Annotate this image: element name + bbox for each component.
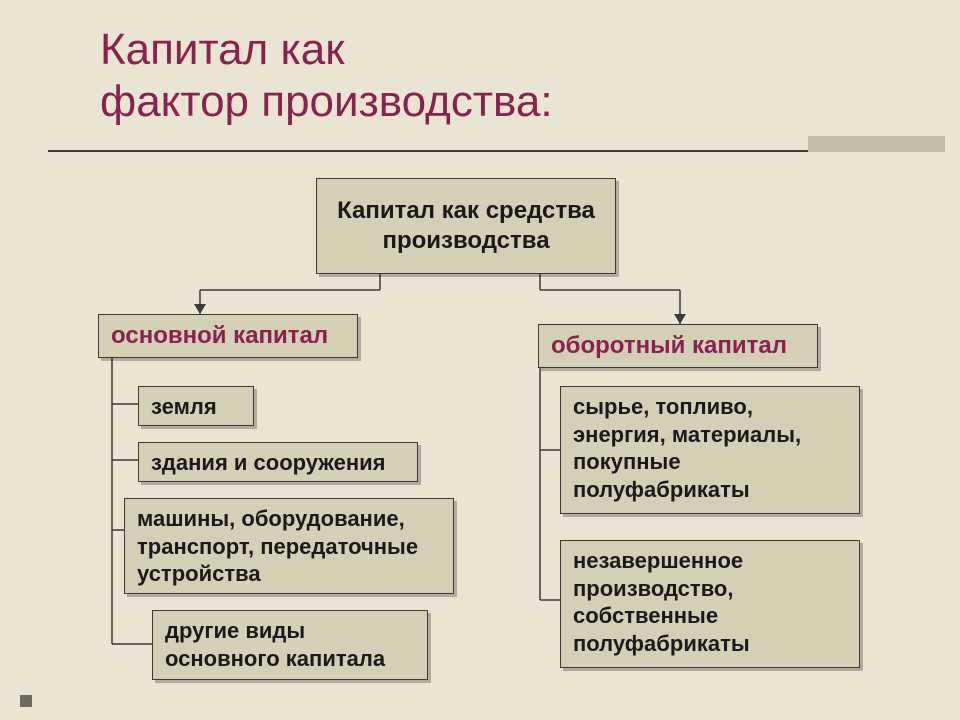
category-working: оборотный капитал xyxy=(538,324,818,368)
item-fixed-1: здания и сооружения xyxy=(138,442,418,482)
title-tab-shadow xyxy=(808,136,945,152)
item-working-1: незавершенное производство, собственные … xyxy=(560,540,860,668)
root-box: Капитал как средства производства xyxy=(316,178,616,274)
category-fixed: основной капитал xyxy=(98,314,358,358)
item-fixed-3: другие виды основного капитала xyxy=(152,610,428,680)
item-fixed-2: машины, оборудование, транспорт, передат… xyxy=(124,498,454,594)
title-underline xyxy=(48,150,808,152)
item-fixed-0: земля xyxy=(138,386,254,426)
slide-title: Капитал как фактор производства: xyxy=(100,24,553,128)
title-line-2: фактор производства: xyxy=(100,77,553,126)
item-working-0: сырье, топливо, энергия, материалы, поку… xyxy=(560,386,860,514)
footer-bullet xyxy=(20,695,32,707)
title-line-1: Капитал как xyxy=(100,25,344,74)
